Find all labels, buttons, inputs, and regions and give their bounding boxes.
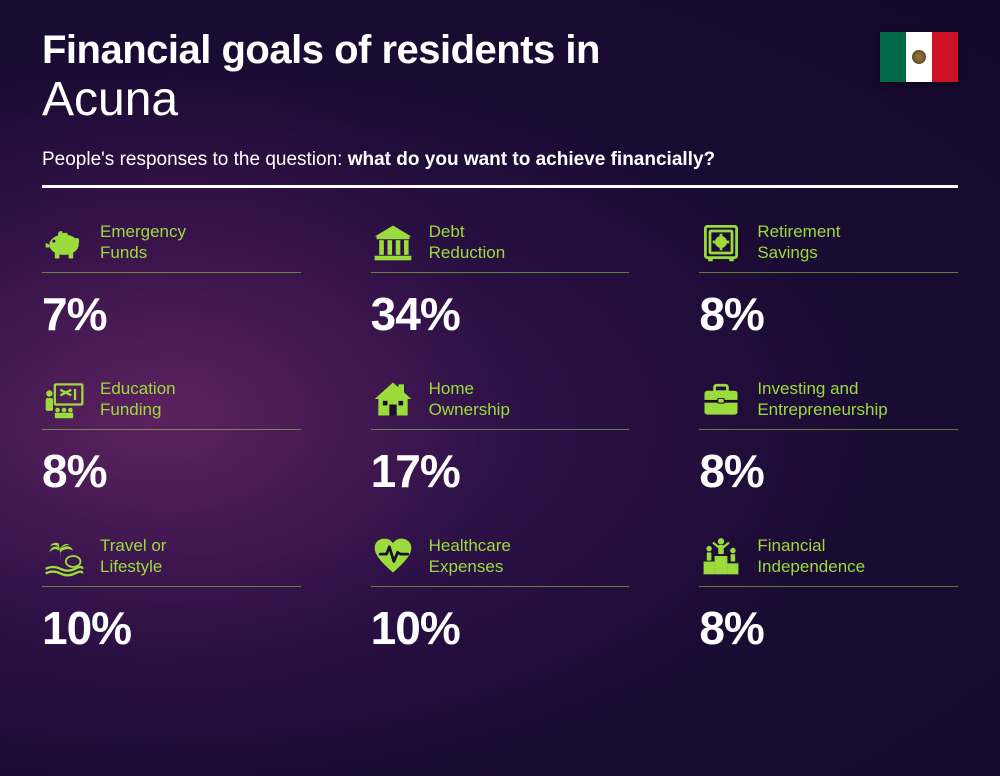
label-line1: Investing and [757,379,858,398]
label-line1: Education [100,379,176,398]
label-line1: Home [429,379,474,398]
header: Financial goals of residents in Acuna [42,28,958,127]
label-line2: Funds [100,243,147,262]
goal-retirement-savings: Retirement Savings 8% [699,220,958,341]
title-block: Financial goals of residents in Acuna [42,28,880,127]
item-head: Retirement Savings [699,220,958,273]
item-value: 8% [699,601,958,655]
bank-icon [371,220,415,264]
item-value: 8% [699,444,958,498]
label-line1: Healthcare [429,536,511,555]
subtitle: People's responses to the question: what… [42,149,958,171]
item-value: 17% [371,444,630,498]
flag-icon [880,32,958,82]
item-label: Financial Independence [757,535,865,578]
goal-healthcare: Healthcare Expenses 10% [371,534,630,655]
goals-grid: Emergency Funds 7% Debt Reduction 34% [42,220,958,655]
label-line2: Independence [757,557,865,576]
item-value: 10% [371,601,630,655]
label-line2: Savings [757,243,817,262]
item-label: Investing and Entrepreneurship [757,378,887,421]
subtitle-prefix: People's responses to the question: [42,149,348,170]
label-line1: Retirement [757,222,840,241]
item-value: 8% [42,444,301,498]
item-value: 7% [42,287,301,341]
goal-investing: Investing and Entrepreneurship 8% [699,377,958,498]
goal-financial-independence: Financial Independence 8% [699,534,958,655]
item-head: Healthcare Expenses [371,534,630,587]
item-head: Home Ownership [371,377,630,430]
item-label: Healthcare Expenses [429,535,511,578]
goal-education-funding: Education Funding 8% [42,377,301,498]
label-line2: Funding [100,400,161,419]
item-head: Debt Reduction [371,220,630,273]
house-icon [371,377,415,421]
flag-emblem-icon [912,50,926,64]
label-line2: Reduction [429,243,506,262]
podium-icon [699,534,743,578]
subtitle-bold: what do you want to achieve financially? [348,149,715,170]
item-head: Emergency Funds [42,220,301,273]
label-line1: Financial [757,536,825,555]
goal-emergency-funds: Emergency Funds 7% [42,220,301,341]
item-head: Investing and Entrepreneurship [699,377,958,430]
flag-stripe-red [932,32,958,82]
label-line2: Entrepreneurship [757,400,887,419]
label-line1: Emergency [100,222,186,241]
goal-home-ownership: Home Ownership 17% [371,377,630,498]
item-head: Education Funding [42,377,301,430]
label-line2: Expenses [429,557,504,576]
label-line2: Lifestyle [100,557,162,576]
item-head: Financial Independence [699,534,958,587]
flag-stripe-white [906,32,932,82]
education-icon [42,377,86,421]
item-label: Debt Reduction [429,221,506,264]
label-line1: Travel or [100,536,166,555]
flag-stripe-green [880,32,906,82]
goal-debt-reduction: Debt Reduction 34% [371,220,630,341]
item-value: 34% [371,287,630,341]
item-value: 10% [42,601,301,655]
goal-travel-lifestyle: Travel or Lifestyle 10% [42,534,301,655]
item-label: Retirement Savings [757,221,840,264]
item-label: Home Ownership [429,378,510,421]
heart-pulse-icon [371,534,415,578]
item-label: Education Funding [100,378,176,421]
item-head: Travel or Lifestyle [42,534,301,587]
item-label: Travel or Lifestyle [100,535,166,578]
safe-icon [699,220,743,264]
title-line1: Financial goals of residents in [42,28,880,72]
piggy-bank-icon [42,220,86,264]
item-label: Emergency Funds [100,221,186,264]
item-value: 8% [699,287,958,341]
palm-icon [42,534,86,578]
briefcase-icon [699,377,743,421]
label-line1: Debt [429,222,465,241]
title-line2: Acuna [42,74,880,127]
divider [42,185,958,188]
label-line2: Ownership [429,400,510,419]
